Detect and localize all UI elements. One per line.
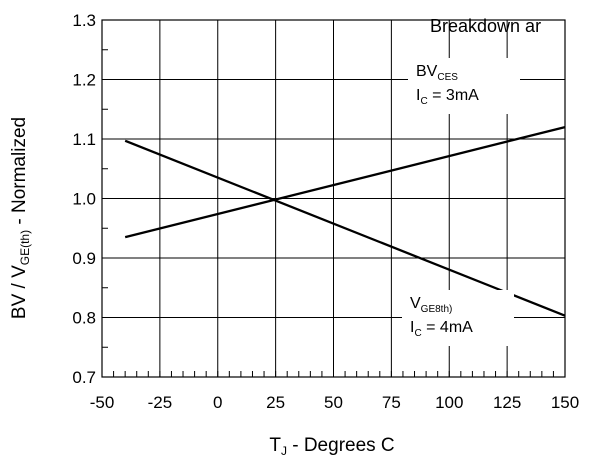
y-tick-label: 0.7	[72, 368, 96, 387]
x-tick-label: 50	[324, 393, 343, 412]
annotation-text: IC = 4mA	[410, 319, 473, 339]
annotations: BVCES IC = 3mA VGE8th) IC = 4mA	[402, 58, 520, 346]
series-annotation: VGE8th) IC = 4mA	[402, 290, 514, 346]
series-annotation: BVCES IC = 3mA	[408, 58, 520, 114]
y-tick-label: 1.1	[72, 130, 96, 149]
series-line-1	[124, 125, 566, 239]
x-tick-label: 100	[435, 393, 463, 412]
annotation-text: VGE8th)	[410, 295, 452, 315]
annotation-background	[408, 58, 520, 114]
x-tick-label: 25	[266, 393, 285, 412]
x-tick-label: 75	[382, 393, 401, 412]
plot-frame	[101, 19, 566, 378]
y-tick-label: 1.2	[72, 71, 96, 90]
chart-title: Breakdown ar	[430, 16, 541, 36]
annotation-text: BVCES	[416, 63, 458, 83]
x-tick-label: 125	[493, 393, 521, 412]
x-tick-label: 150	[551, 393, 579, 412]
series-line-2	[124, 139, 566, 317]
x-axis-label: TJ - Degrees C	[269, 435, 394, 458]
y-axis-label: BV / VGE(th) - Normalized	[9, 117, 32, 319]
x-tick-label: -50	[90, 393, 115, 412]
y-tick-labels: 0.7 0.8 0.9 1.0 1.1 1.2 1.3	[72, 11, 96, 387]
y-tick-label: 0.8	[72, 309, 96, 328]
annotation-background	[402, 290, 514, 346]
y-tick-label: 0.9	[72, 249, 96, 268]
y-tick-label: 1.0	[72, 190, 96, 209]
grid	[101, 19, 566, 378]
minor-ticks	[101, 19, 566, 378]
annotation-text: IC = 3mA	[416, 87, 479, 107]
x-tick-label: 0	[213, 393, 222, 412]
x-tick-label: -25	[148, 393, 173, 412]
x-tick-labels: -50 -25 0 25 50 75 100 125 150	[90, 393, 579, 412]
y-tick-label: 1.3	[72, 11, 96, 30]
series-lines	[124, 125, 566, 317]
